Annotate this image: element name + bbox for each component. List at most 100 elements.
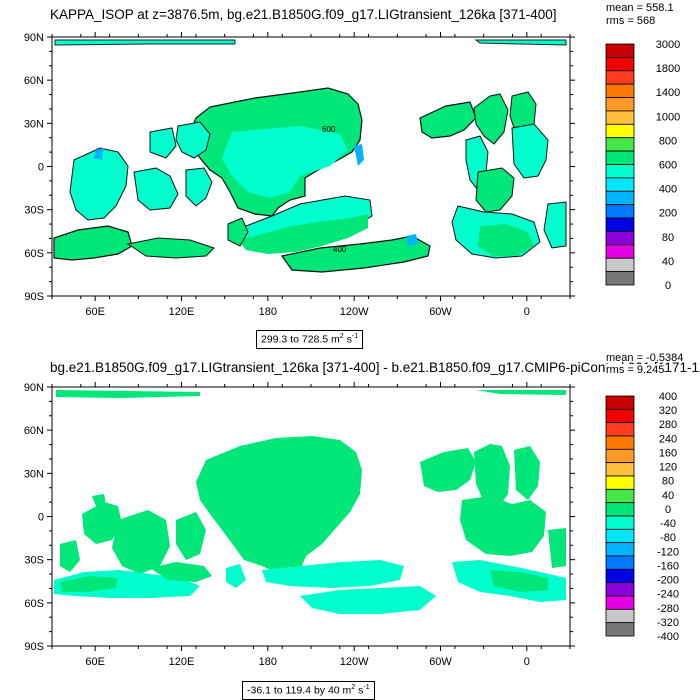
bottom-pacific-cyan [262, 560, 404, 588]
top-colorbar-label: 200 [659, 208, 677, 220]
top-colorbar-label: 80 [662, 232, 674, 244]
bottom-lat-label: 60S [24, 598, 44, 610]
bottom-colorbar-box [605, 462, 635, 477]
top-lon-label: 60W [429, 306, 452, 318]
top-west-pacific-2 [149, 127, 177, 159]
top-colorbar-box [605, 177, 635, 192]
top-colorbar-box [605, 43, 635, 58]
top-colorbar-box [605, 204, 635, 219]
top-map: 600 400 [51, 36, 571, 297]
bottom-colorbar-label: 40 [662, 490, 674, 502]
bottom-colorbar-box [605, 595, 635, 610]
bottom-colorbar-box [605, 435, 635, 450]
bottom-range-tail: s [355, 684, 364, 697]
bottom-lon-label: 0 [524, 656, 530, 668]
top-colorbar-box [605, 83, 635, 98]
bottom-panel-rms: rms = 9.245 [606, 364, 665, 376]
top-colorbar-box [605, 123, 635, 139]
bottom-colorbar-box [605, 568, 635, 584]
top-contour-label-400: 400 [333, 245, 347, 254]
bottom-colorbar-label: -240 [657, 589, 679, 601]
bottom-panel-mean: mean = -0.5384 [606, 352, 684, 364]
bottom-panel-range-label: -36.1 to 119.4 by 40 m2 s-1 [242, 681, 375, 700]
top-lat-label: 90N [24, 32, 44, 44]
bottom-arctic-left [56, 390, 200, 398]
top-lat-label: 30N [24, 118, 44, 130]
top-panel-rms: rms = 568 [606, 15, 656, 27]
bottom-colorbar-box [605, 408, 635, 424]
top-panel-title: KAPPA_ISOP at z=3876.5m, bg.e21.B1850G.f… [50, 7, 557, 22]
bottom-colorbar-label: -200 [657, 575, 679, 587]
top-southern-4 [280, 235, 431, 273]
top-lon-label: 60E [85, 306, 105, 318]
bottom-colorbar-box [605, 502, 635, 517]
top-north-atlantic [419, 101, 477, 139]
bottom-colorbar-label: -400 [657, 631, 679, 643]
bottom-lon-label: 180 [259, 656, 277, 668]
bottom-colorbar-label: 400 [659, 391, 677, 403]
bottom-southern-3 [226, 564, 246, 588]
bottom-range-sup2: -1 [363, 684, 370, 691]
bottom-colorbar-box [605, 622, 635, 637]
bottom-colorbar-label: 280 [659, 419, 677, 431]
top-blue-accent-1 [354, 144, 364, 166]
bottom-colorbar: 40032028024016012080400-40-80-120-160-20… [605, 391, 679, 643]
top-lon-label: 180 [259, 306, 277, 318]
bottom-colorbar-label: 160 [659, 447, 677, 459]
top-lat-label: 60S [24, 248, 44, 260]
top-lon-label: 0 [524, 306, 530, 318]
bottom-west-3 [176, 512, 206, 560]
bottom-colorbar-label: -80 [660, 532, 676, 544]
bottom-lon-label: 120W [340, 656, 369, 668]
bottom-arctic-right [476, 390, 566, 395]
bottom-lat-label: 0 [38, 512, 44, 524]
bottom-pacific-south-green [300, 586, 436, 614]
top-colorbar-box [605, 271, 635, 286]
bottom-axis-ticks: 90N 60N 30N 0 30S 60S 90S 60E 120E 180 120W 60W 0 [24, 382, 575, 668]
top-colorbar-box [605, 164, 635, 179]
top-colorbar-box [605, 231, 635, 246]
top-blue-accent-3 [406, 234, 418, 246]
top-colorbar-label: 40 [662, 256, 674, 268]
bottom-southern-2 [150, 562, 212, 582]
bottom-atlantic-mid [460, 496, 546, 556]
bottom-colorbar-box [605, 528, 635, 544]
top-colorbar-label: 3000 [656, 39, 680, 51]
bottom-panel-title: bg.e21.B1850G.f09_g17.LIGtransient_126ka… [50, 360, 700, 375]
top-colorbar-box [605, 244, 635, 259]
bottom-colorbar-label: -40 [660, 518, 676, 530]
top-atlantic-south-green [478, 224, 534, 256]
bottom-right-edge [548, 528, 566, 568]
bottom-colorbar-box [605, 475, 635, 490]
top-atlantic-tropical [475, 167, 515, 213]
top-lat-label: 30S [24, 205, 44, 217]
bottom-lat-label: 60N [24, 425, 44, 437]
bottom-colorbar-box [605, 515, 635, 530]
top-atlantic-right-edge [543, 201, 567, 249]
top-colorbar-box [605, 257, 635, 273]
top-range-text: 299.3 to 728.5 m [261, 333, 340, 346]
bottom-colorbar-label: -280 [657, 603, 679, 615]
top-atlantic-east [511, 123, 549, 179]
top-colorbar-box [605, 217, 635, 232]
top-colorbar-label: 600 [659, 160, 677, 172]
bottom-range-sup: 2 [351, 684, 356, 691]
bottom-west-1 [82, 502, 122, 544]
top-range-sup2: -1 [351, 333, 359, 340]
bottom-west-2 [112, 510, 170, 574]
top-range-tail: s [343, 333, 352, 346]
bottom-colorbar-box [605, 488, 635, 504]
bottom-map [51, 386, 571, 647]
top-colorbar-label: 800 [659, 135, 677, 147]
bottom-colorbar-box [605, 422, 635, 437]
top-axis-ticks: 90N 60N 30N 0 30S 60S 90S 60E 120E 180 120W 60W 0 [24, 32, 575, 318]
top-colorbar-box [605, 190, 635, 206]
bottom-lon-label: 60W [429, 656, 452, 668]
bottom-colorbar-box [605, 395, 635, 410]
top-colorbar-label: 1000 [656, 111, 680, 123]
top-contour-label-600: 600 [322, 125, 336, 134]
bottom-lon-label: 120E [169, 656, 195, 668]
top-blue-accent-2 [94, 148, 104, 160]
